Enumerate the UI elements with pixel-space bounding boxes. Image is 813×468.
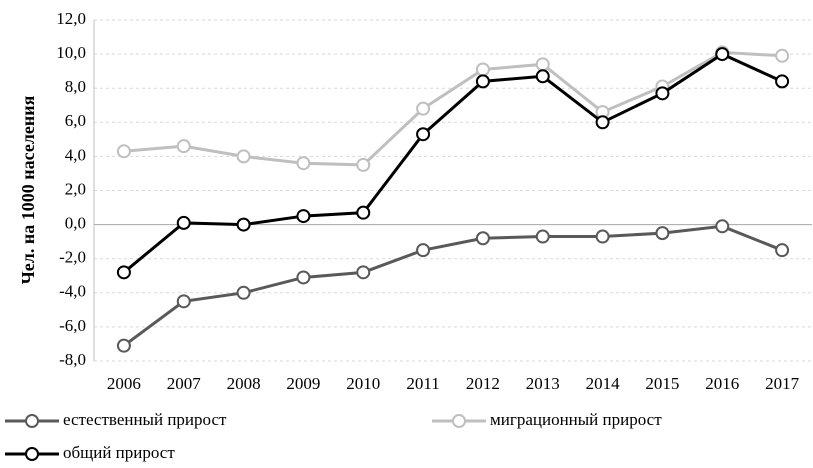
x-tick-label: 2017 bbox=[765, 374, 800, 393]
y-tick-label: 8,0 bbox=[65, 77, 86, 96]
y-tick-label: -8,0 bbox=[59, 350, 86, 369]
y-tick-label: 4,0 bbox=[65, 145, 86, 164]
x-tick-label: 2008 bbox=[227, 374, 261, 393]
series-line bbox=[123, 224, 783, 347]
point bbox=[535, 69, 550, 84]
point bbox=[655, 226, 670, 241]
point bbox=[475, 231, 490, 246]
legend-label: общий прирост bbox=[63, 443, 175, 462]
x-tick-label: 2016 bbox=[705, 374, 739, 393]
point bbox=[595, 229, 610, 244]
y-tick-label: 12,0 bbox=[56, 9, 86, 28]
point bbox=[416, 101, 431, 116]
x-tick-label: 2010 bbox=[346, 374, 380, 393]
point bbox=[356, 205, 371, 220]
legend-marker bbox=[452, 414, 466, 428]
x-tick-label: 2011 bbox=[406, 374, 439, 393]
point bbox=[775, 48, 790, 63]
point bbox=[116, 144, 131, 159]
point bbox=[116, 338, 131, 353]
y-tick-label: 10,0 bbox=[56, 43, 86, 62]
point bbox=[715, 47, 730, 62]
point bbox=[655, 86, 670, 101]
point bbox=[595, 115, 610, 130]
series-line bbox=[123, 50, 783, 167]
y-axis-label: Чел. на 1000 населения bbox=[18, 95, 38, 284]
point bbox=[535, 229, 550, 244]
point bbox=[416, 243, 431, 258]
point bbox=[475, 74, 490, 89]
point bbox=[236, 285, 251, 300]
x-tick-label: 2012 bbox=[466, 374, 500, 393]
point bbox=[296, 209, 311, 224]
legend-label: естественный прирост bbox=[63, 410, 227, 429]
legend-label: миграционный прирост bbox=[490, 410, 662, 429]
legend-marker bbox=[25, 414, 39, 428]
point bbox=[475, 62, 490, 77]
x-tick-label: 2013 bbox=[526, 374, 560, 393]
x-tick-label: 2014 bbox=[586, 374, 621, 393]
point bbox=[296, 156, 311, 171]
x-tick-label: 2015 bbox=[645, 374, 679, 393]
x-tick-label: 2007 bbox=[167, 374, 202, 393]
legend-marker bbox=[25, 447, 39, 461]
x-tick-label: 2006 bbox=[107, 374, 141, 393]
point bbox=[236, 217, 251, 232]
x-tick-label: 2009 bbox=[286, 374, 320, 393]
point bbox=[715, 219, 730, 234]
point bbox=[176, 294, 191, 309]
point bbox=[116, 265, 131, 280]
series-line bbox=[122, 52, 783, 274]
point bbox=[176, 215, 191, 230]
point bbox=[176, 139, 191, 154]
point bbox=[775, 74, 790, 89]
y-tick-label: -2,0 bbox=[59, 248, 86, 267]
point bbox=[416, 127, 431, 142]
point bbox=[356, 157, 371, 172]
point bbox=[296, 270, 311, 285]
point bbox=[775, 243, 790, 258]
y-tick-label: 6,0 bbox=[65, 111, 86, 130]
y-tick-label: -4,0 bbox=[59, 282, 86, 301]
y-tick-label: 0,0 bbox=[65, 214, 86, 233]
point bbox=[535, 57, 550, 72]
point bbox=[356, 265, 371, 280]
point bbox=[236, 149, 251, 164]
y-tick-label: 2,0 bbox=[65, 179, 86, 198]
y-tick-label: -6,0 bbox=[59, 316, 86, 335]
